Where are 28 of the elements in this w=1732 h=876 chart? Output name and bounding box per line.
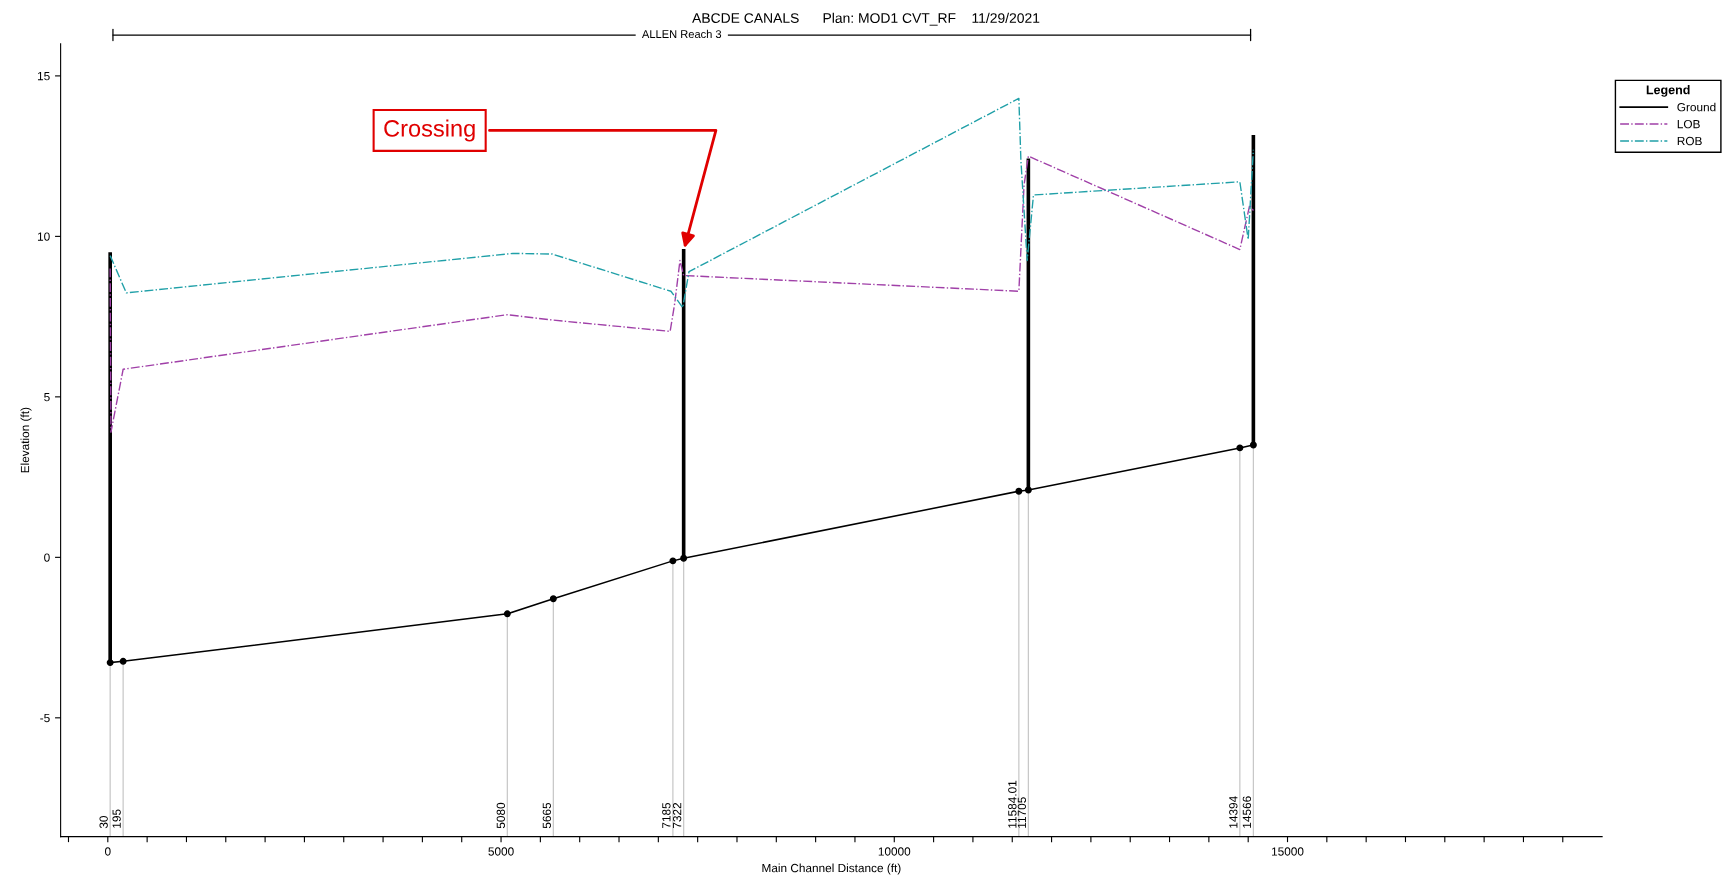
legend-label: Ground: [1677, 102, 1716, 112]
ref-line-label: 5080: [496, 802, 505, 829]
ref-line-label: 11705: [1017, 797, 1027, 828]
legend-label: LOB: [1677, 119, 1700, 129]
x-tick-label: 5000: [488, 847, 514, 856]
y-axis-title: Elevation (ft): [20, 407, 32, 473]
x-tick-label: 10000: [878, 847, 911, 856]
chart-title: ABCDE CANALS Plan: MOD1 CVT_RF 11/29/2021: [692, 12, 1040, 26]
ref-line-label: 14566: [1242, 796, 1252, 828]
ref-line-label: 14394: [1229, 796, 1238, 828]
y-tick-label: 5: [44, 393, 50, 402]
annotation: Crossing: [384, 119, 475, 142]
y-tick-label: 0: [44, 553, 50, 562]
x-tick-label: 15000: [1272, 847, 1304, 856]
ref-line-label: 5665: [542, 802, 552, 829]
legend-title: Legend: [1646, 85, 1690, 97]
ref-line-label: 195: [112, 809, 121, 828]
ref-line-label: 30: [99, 815, 108, 829]
text: ALLEN Reach 3: [641, 29, 722, 39]
ref-line-label: 7185: [662, 802, 671, 829]
y-tick-label: 15: [37, 72, 50, 81]
y-tick-label: -5: [40, 713, 50, 723]
legend-label: ROB: [1677, 136, 1702, 146]
x-axis-title: Main Channel Distance (ft): [762, 863, 901, 875]
ref-line-label: 11584.01: [1008, 780, 1017, 828]
y-tick-label: 10: [37, 232, 50, 241]
ref-line-label: 7322: [672, 802, 682, 829]
x-tick-label: 0: [104, 847, 111, 856]
